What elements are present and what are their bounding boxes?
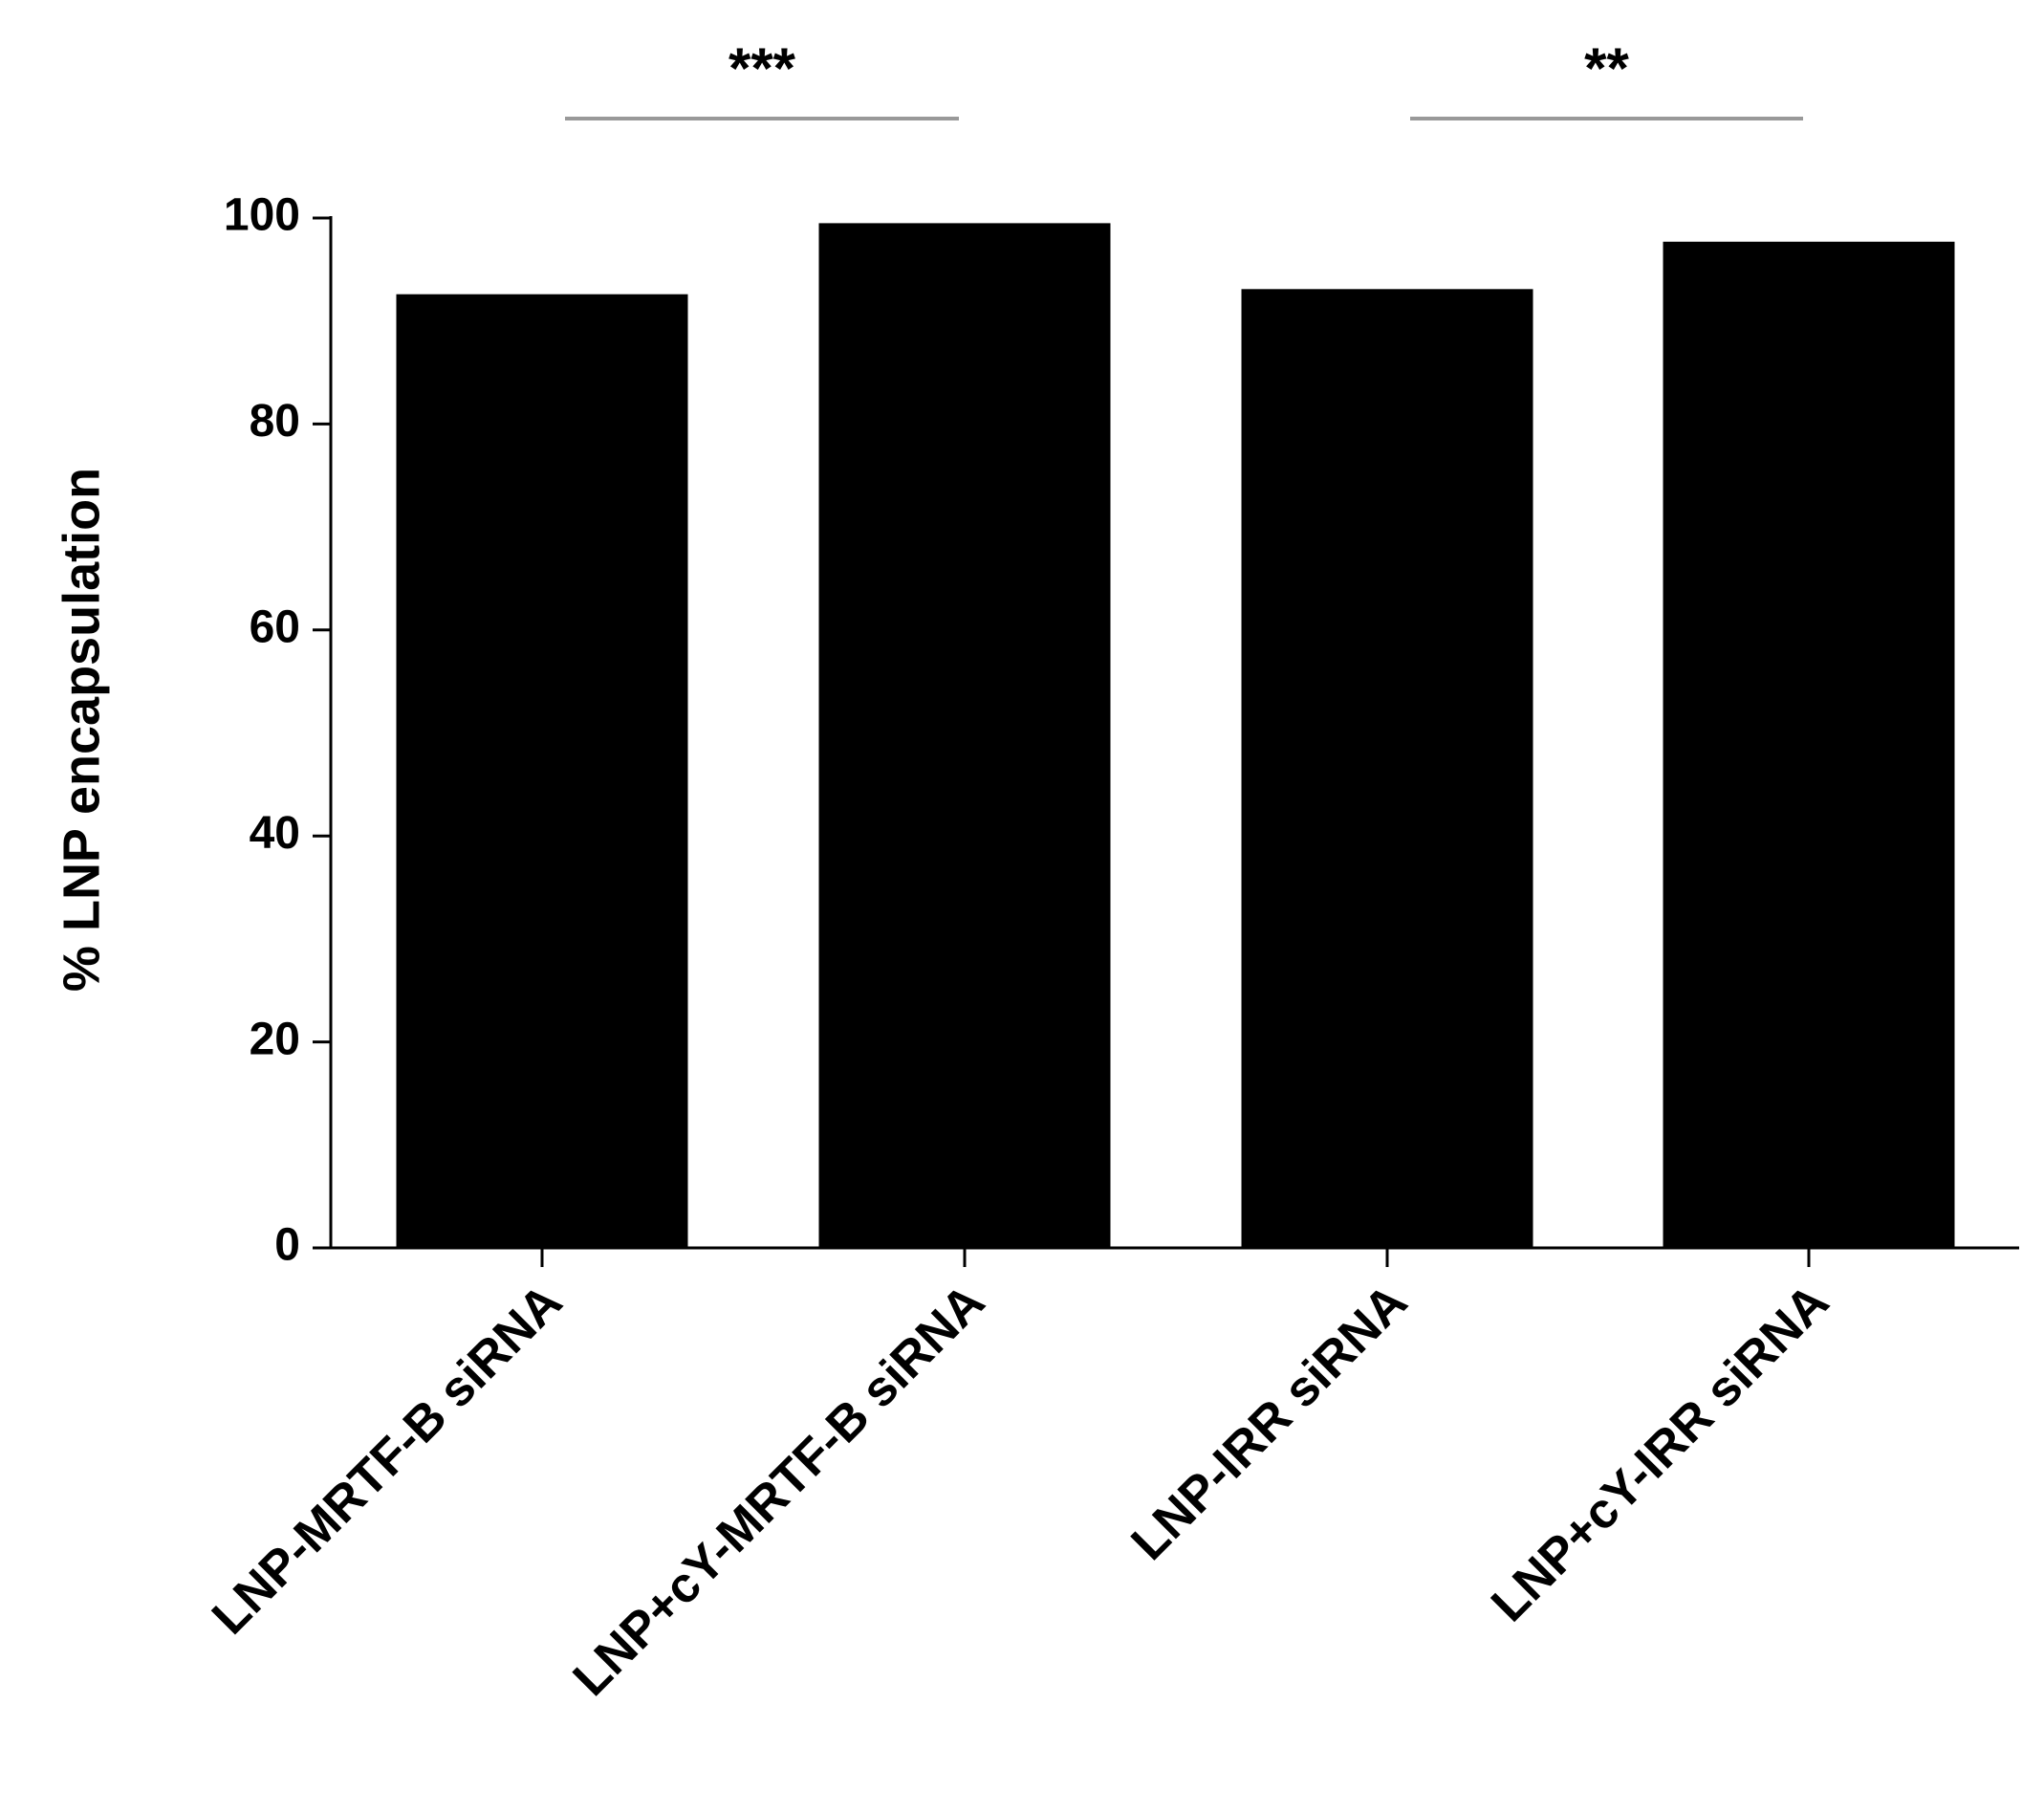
- x-tick-label: LNP-MRTF-B siRNA: [202, 1274, 573, 1645]
- significance-label: **: [1584, 36, 1629, 100]
- bar: [818, 223, 1111, 1248]
- y-tick-label: 80: [250, 396, 300, 447]
- y-tick-label: 60: [250, 601, 300, 652]
- y-axis-label: % LNP encapsulation: [53, 468, 110, 992]
- y-tick-label: 20: [250, 1014, 300, 1064]
- x-tick-label: LNP-IRR siRNA: [1121, 1274, 1419, 1571]
- y-tick-label: 100: [224, 190, 300, 241]
- x-tick-label: LNP+cY-MRTF-B siRNA: [563, 1274, 996, 1707]
- significance-label: ***: [728, 36, 796, 100]
- y-tick-label: 40: [250, 808, 300, 859]
- bar: [1663, 241, 1955, 1248]
- x-tick-label: LNP+cY-IRR siRNA: [1481, 1274, 1839, 1632]
- y-tick-label: 0: [274, 1220, 300, 1271]
- bar: [1241, 289, 1533, 1248]
- bar: [396, 294, 688, 1248]
